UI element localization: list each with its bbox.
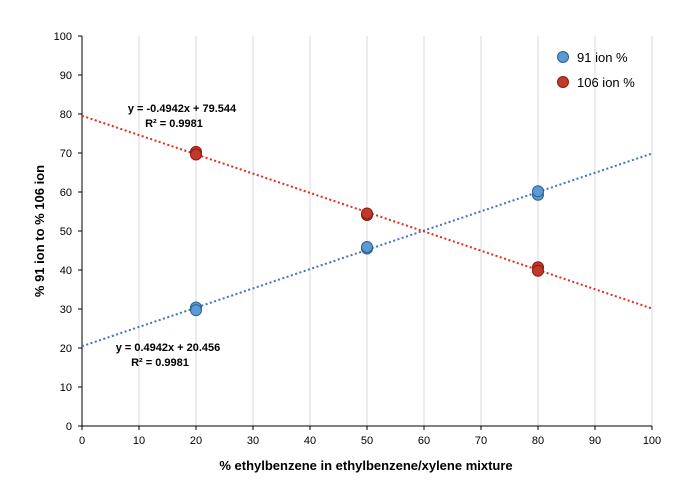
- legend: 91 ion % 106 ion %: [557, 50, 635, 90]
- x-tick-label: 50: [361, 435, 373, 447]
- y-axis-title: % 91 ion to % 106 ion: [32, 165, 47, 297]
- x-tick-labels: 0 10 20 30 40 50 60 70 80 90 100: [79, 435, 661, 447]
- y-tick-labels: 0 10 20 30 40 50 60 70 80 90 100: [54, 31, 72, 433]
- data-point-91: [361, 240, 373, 253]
- x-tick-label: 0: [79, 435, 85, 447]
- x-tick-label: 90: [589, 435, 601, 447]
- y-tick-label: 60: [60, 187, 72, 199]
- y-tick-label: 40: [60, 265, 72, 277]
- x-axis-title: % ethylbenzene in ethylbenzene/xylene mi…: [219, 458, 512, 473]
- x-tick-label: 20: [190, 435, 202, 447]
- x-tick-label: 60: [418, 435, 430, 447]
- legend-label-91: 91 ion %: [577, 50, 628, 65]
- trendline-91: [81, 152, 653, 348]
- gridlines: [138, 36, 653, 426]
- x-tick-label: 30: [247, 435, 259, 447]
- trendline-106: [81, 114, 653, 310]
- x-tick-label: 40: [304, 435, 316, 447]
- y-tick-label: 80: [60, 109, 72, 121]
- x-tick-label: 70: [475, 435, 487, 447]
- axes: [78, 35, 653, 430]
- y-tick-label: 50: [60, 226, 72, 238]
- legend-marker-91: [557, 51, 569, 63]
- x-tick-label: 80: [532, 435, 544, 447]
- y-tick-label: 0: [66, 421, 72, 433]
- trendlines: [81, 114, 653, 348]
- trendline-106-equation: y = -0.4942x + 79.544: [128, 103, 237, 115]
- y-tick-label: 90: [60, 70, 72, 82]
- trendline-91-r2: R² = 0.9981: [131, 357, 189, 369]
- data-point-106: [190, 148, 202, 161]
- legend-marker-106: [557, 76, 569, 88]
- legend-label-106: 106 ion %: [577, 75, 635, 90]
- y-tick-label: 100: [54, 31, 72, 43]
- x-tick-label: 10: [133, 435, 145, 447]
- y-tick-label: 20: [60, 343, 72, 355]
- data-point-106: [361, 207, 373, 220]
- trendline-91-equation: y = 0.4942x + 20.456: [116, 342, 221, 354]
- data-point-106: [532, 264, 544, 277]
- data-points: [190, 145, 544, 317]
- data-point-91: [190, 304, 202, 317]
- data-point-91: [532, 185, 544, 198]
- y-tick-label: 70: [60, 148, 72, 160]
- x-tick-label: 100: [643, 435, 661, 447]
- y-tick-label: 10: [60, 382, 72, 394]
- y-tick-label: 30: [60, 304, 72, 316]
- trendline-106-r2: R² = 0.9981: [145, 118, 203, 130]
